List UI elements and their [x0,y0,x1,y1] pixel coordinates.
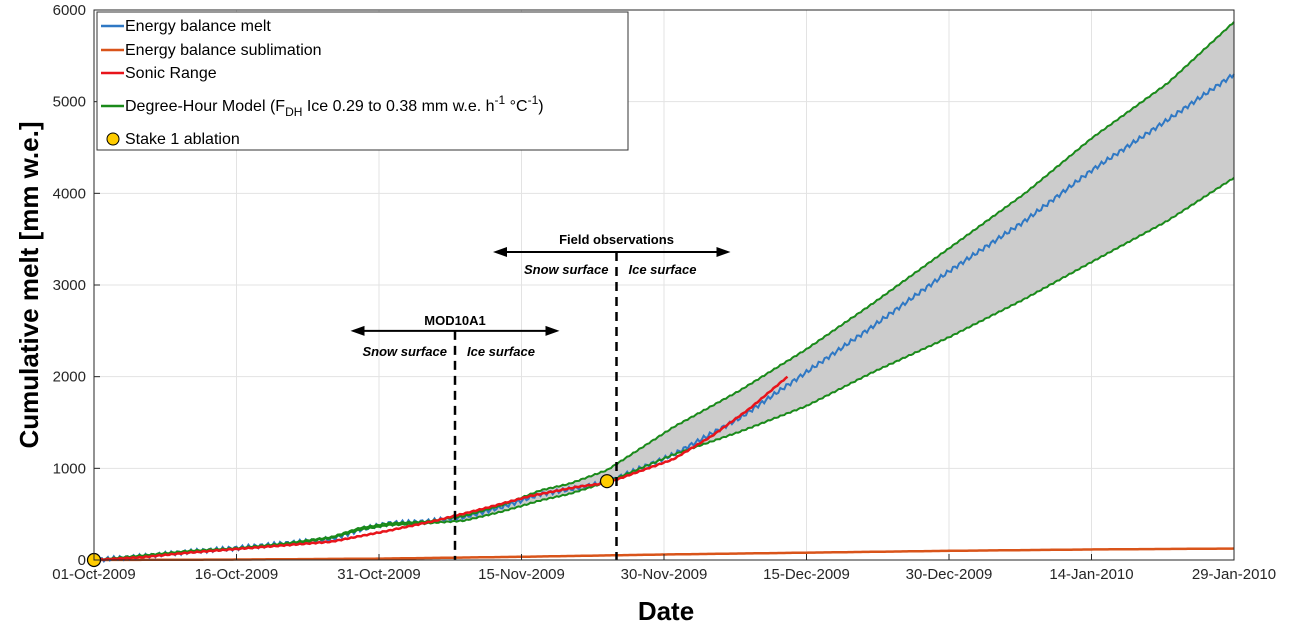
y-tick-label: 1000 [53,460,86,477]
annotation-layer: MOD10A1 Snow surface Ice surface Field obse… [350,232,731,560]
axes: 01-Oct-2009 16-Oct-2009 31-Oct-2009 15-Nov-… [52,2,1276,583]
mod10a1-title: MOD10A1 [424,313,485,328]
x-axis-title: Date [638,596,694,626]
mod10a1-arrowhead-left [350,325,365,336]
x-tick-label: 29-Jan-2010 [1192,566,1276,583]
x-tick-label: 30-Dec-2009 [906,566,993,583]
field-snow-label: Snow surface [524,262,609,277]
field-arrowhead-right [716,247,731,257]
y-tick-label: 2000 [53,369,86,386]
degree-hour-band [94,21,1234,561]
x-tick-label: 31-Oct-2009 [337,566,420,583]
mod10a1-ice-label: Ice surface [467,344,535,359]
legend-box [96,11,629,151]
mod10a1-snow-label: Snow surface [362,344,447,359]
legend: Energy balance melt Energy balance subli… [96,11,629,151]
x-tick-label: 14-Jan-2010 [1049,566,1133,583]
stake-ablation-point [599,474,615,489]
y-tick-label: 0 [78,552,86,569]
legend-entry-sonic-range: Sonic Range [125,65,217,82]
series-sonic-range [93,375,789,562]
legend-entry-eb-sublimation: Energy balance sublimation [125,42,322,59]
x-tick-label: 15-Nov-2009 [478,566,565,583]
y-tick-label: 5000 [53,94,86,111]
legend-entry-degree-hour: Degree-Hour Model (FDH Ice 0.29 to 0.38 … [125,93,544,119]
field-observations-title: Field observations [559,232,674,247]
legend-entry-eb-melt: Energy balance melt [125,18,271,35]
y-tick-label: 3000 [53,277,86,294]
x-tick-label: 01-Oct-2009 [52,566,135,583]
y-tick-label: 6000 [53,2,86,19]
plot-frame [93,9,1235,561]
y-axis-title: Cumulative melt [mm w.e.] [14,122,44,449]
field-ice-label: Ice surface [629,262,697,277]
mod10a1-arrowhead-right [545,325,560,336]
legend-marker-stake [106,132,120,146]
x-tick-label: 16-Oct-2009 [195,566,278,583]
legend-entry-stake: Stake 1 ablation [125,131,240,148]
x-tick-label: 30-Nov-2009 [621,566,708,583]
y-tick-label: 4000 [53,185,86,202]
x-tick-label: 15-Dec-2009 [763,566,850,583]
field-arrowhead-left [493,247,507,257]
